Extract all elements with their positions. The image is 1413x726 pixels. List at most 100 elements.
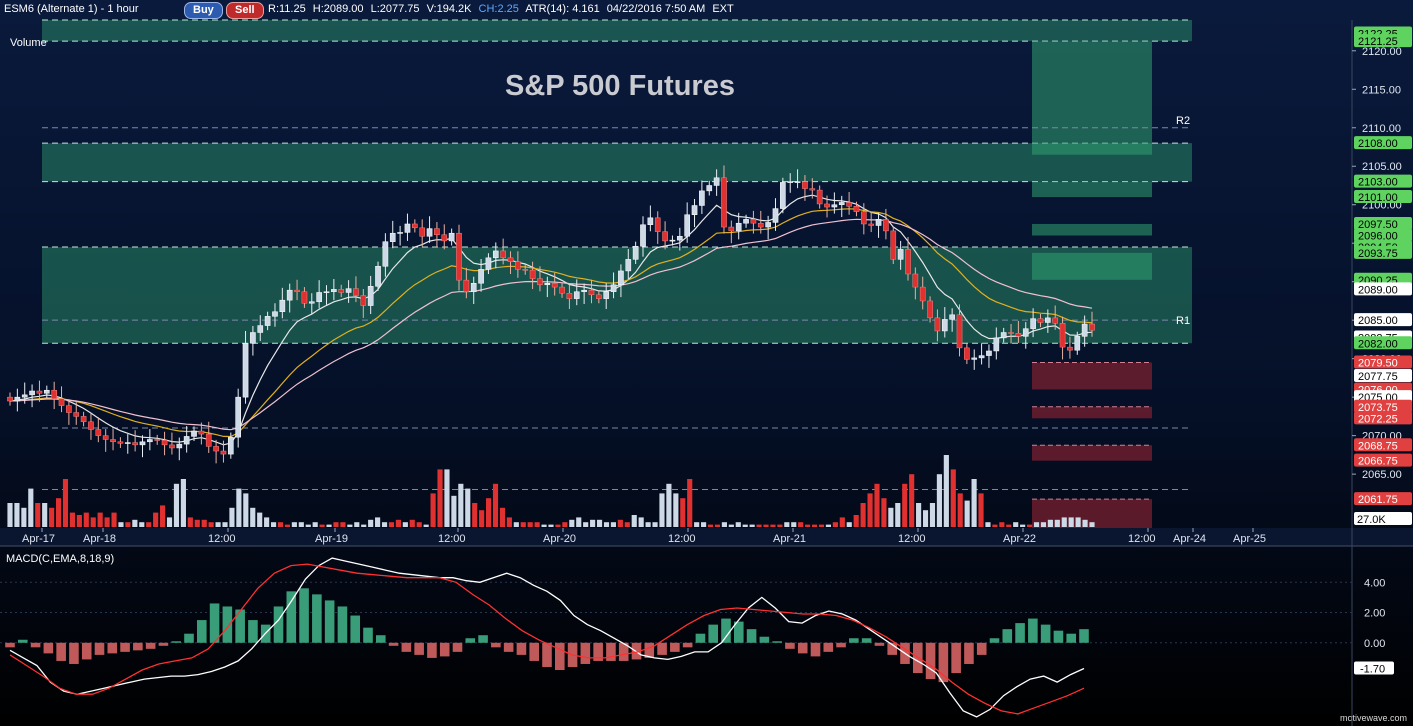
volume-bar (1040, 522, 1047, 527)
sell-button[interactable]: Sell (226, 2, 264, 19)
candle-body (537, 278, 543, 286)
volume-bar (1027, 524, 1033, 527)
volume-label: Volume (10, 37, 47, 49)
candle-body (927, 300, 933, 319)
candle-body (434, 228, 440, 235)
volume-bar (922, 510, 929, 527)
macd-histogram-bar (17, 639, 28, 643)
candle-body (367, 286, 374, 306)
x-tick-label-10: 12:00 (1128, 533, 1156, 545)
volume-bar (548, 524, 554, 527)
volume-bar (21, 507, 27, 527)
projection-red-0 (1032, 362, 1152, 390)
candle-body (286, 289, 293, 301)
volume-bar (97, 512, 103, 527)
volume-bar (146, 522, 152, 527)
candle-body (1074, 336, 1081, 351)
volume-bar (180, 479, 186, 527)
macd-histogram-bar (1002, 629, 1013, 643)
support-zone-2 (42, 247, 1192, 344)
volume-bar (201, 519, 207, 527)
candle-body (353, 288, 359, 296)
atr-stat: ATR(14): 4.161 (525, 3, 600, 15)
volume-bar (55, 498, 62, 527)
candle-body (205, 433, 212, 447)
volume-bar (714, 524, 721, 527)
candle-body (1089, 323, 1095, 331)
x-tick-label-2: 12:00 (208, 533, 236, 545)
candle-body (279, 299, 286, 312)
macd-histogram-bar (976, 642, 987, 655)
candle-body (404, 223, 411, 233)
macd-histogram-bar (491, 642, 501, 648)
volume-bar (472, 503, 478, 527)
volume-bar (465, 488, 471, 527)
candle-body (294, 289, 300, 292)
macd-histogram-bar (209, 603, 220, 643)
candle-body (699, 190, 705, 206)
macd-tick-label-0: 4.00 (1364, 577, 1385, 589)
volume-bar (818, 524, 825, 527)
candle-body (478, 269, 484, 284)
volume-bar (652, 522, 658, 527)
volume-bar (791, 522, 797, 527)
level-tag-bg-11 (1354, 313, 1412, 327)
macd-histogram-bar (337, 606, 348, 643)
volume-bar (527, 522, 533, 527)
candle-body (1059, 323, 1066, 348)
time-axis-bg (0, 528, 1413, 546)
candle-body (1008, 332, 1014, 334)
macd-histogram-bar (363, 627, 373, 643)
candle-body (58, 398, 65, 406)
macd-histogram-bar (350, 615, 361, 643)
volume-bar (513, 522, 519, 527)
y-tick-label-0: 2065.00 (1362, 469, 1402, 481)
volume-bar (76, 515, 82, 527)
macd-tick-label-3: -1.70 (1360, 664, 1385, 676)
candle-body (154, 439, 161, 441)
level-tag-bg-20 (1354, 438, 1412, 452)
level-tag-bg-15 (1354, 368, 1412, 382)
candle-body (29, 390, 35, 396)
y-tick-label-11: 2120.00 (1362, 46, 1402, 58)
candle-body (117, 441, 124, 444)
volume-bar (541, 524, 547, 527)
level-tag-bg-1 (1354, 34, 1412, 48)
volume-bar (423, 524, 429, 527)
candle-body (603, 291, 610, 299)
candle-body (301, 291, 308, 304)
level-tag-bg-22 (1354, 492, 1412, 506)
macd-histogram-bar (5, 642, 15, 648)
candle-body (169, 444, 175, 449)
volume-bar (444, 469, 450, 527)
volume-bar (499, 507, 506, 527)
level-tag-22: 2061.75 (1358, 494, 1398, 506)
volume-bar (811, 524, 818, 527)
macd-histogram-bar (184, 633, 194, 643)
macd-value-tag-bg (1354, 661, 1394, 675)
macd-histogram-bar (145, 642, 156, 649)
level-tag-bg-13 (1354, 336, 1412, 350)
volume-bar (631, 515, 637, 527)
candle-body (816, 189, 823, 205)
candle-body (765, 222, 771, 228)
volume-bar (236, 488, 242, 527)
session-stat: EXT (712, 3, 734, 15)
volume-bar (62, 479, 69, 527)
volume-bar (437, 469, 443, 527)
candle-body (713, 177, 720, 186)
volume-bar (950, 469, 956, 527)
candle-body (507, 257, 514, 262)
volume-bar (909, 474, 915, 527)
volume-bar (846, 522, 852, 527)
candle-body (596, 294, 602, 299)
x-tick-label-3: Apr-19 (315, 533, 348, 545)
support-zone-0 (42, 20, 1192, 42)
candle-body (426, 228, 433, 237)
macd-histogram-bar (708, 624, 719, 643)
buy-button[interactable]: Buy (184, 2, 223, 19)
volume-bar (853, 515, 859, 527)
macd-histogram-bar (849, 638, 859, 643)
volume-bar (333, 522, 339, 527)
